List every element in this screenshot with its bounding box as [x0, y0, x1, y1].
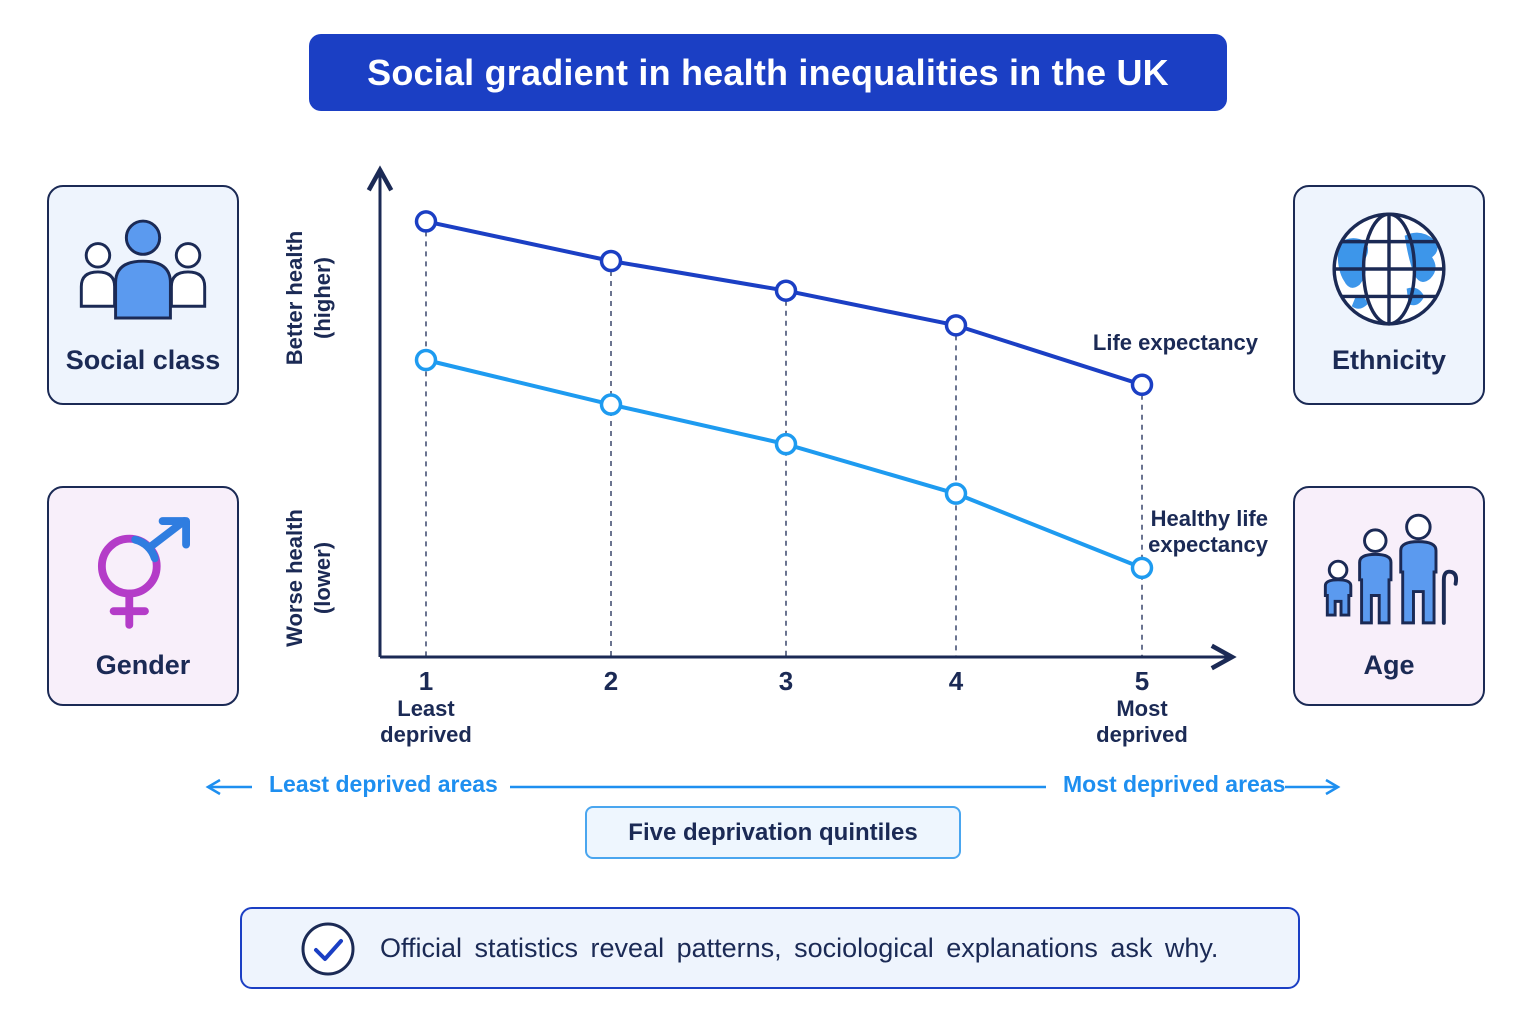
y-axis-label-line: Better health: [282, 231, 307, 365]
series-label-healthy-life-expectancy: expectancy: [1148, 532, 1269, 557]
factor-label-ethnicity: Ethnicity: [1331, 345, 1446, 375]
grid-lines: [425, 221, 1143, 657]
y-axis-label-line: Worse health: [282, 509, 307, 647]
data-point: [599, 249, 623, 273]
tick-sublabel: deprived: [380, 722, 472, 747]
y-axis-label-line: (higher): [310, 257, 335, 339]
data-point: [414, 348, 438, 372]
data-point: [1130, 373, 1154, 396]
factor-label-social-class: Social class: [65, 345, 221, 375]
most-deprived-areas-label: Most deprived areas: [1063, 771, 1286, 797]
y-axis-label-better-health: Better health (higher): [282, 231, 335, 365]
conclusion-text: Official statistics reveal patterns, soc…: [380, 933, 1219, 963]
factor-label-gender: Gender: [95, 650, 191, 680]
y-axis-label-line: (lower): [310, 542, 335, 614]
page-title: Social gradient in health inequalities i…: [309, 34, 1227, 111]
tick-label: 3: [779, 666, 793, 696]
factor-card-ethnicity: Ethnicity: [1293, 185, 1485, 405]
tick-sublabel: Least: [397, 696, 455, 721]
y-axis-label-worse-health: Worse health (lower): [282, 509, 335, 647]
quintiles-caption: Five deprivation quintiles: [585, 806, 961, 859]
checkmark-circle-icon: [301, 922, 355, 976]
age-generations-icon: [1323, 513, 1459, 625]
series-line-1: [425, 219, 1143, 387]
series-layer: [414, 210, 1154, 580]
tick-label: 2: [604, 666, 618, 696]
tick-label: 5: [1135, 666, 1149, 696]
factor-label-age: Age: [1363, 650, 1415, 680]
data-point: [599, 393, 623, 416]
tick-label: 1: [419, 666, 433, 696]
people-group-icon: [79, 219, 207, 320]
data-point: [1130, 556, 1154, 580]
series-label-life-expectancy: Life expectancy: [1093, 330, 1259, 355]
data-point: [774, 432, 798, 456]
factor-card-social-class: Social class: [47, 185, 239, 405]
factor-card-age: Age: [1293, 486, 1485, 706]
tick-label: 4: [949, 666, 964, 696]
data-point: [414, 210, 438, 233]
series-line-2: [425, 358, 1143, 570]
conclusion-banner: Official statistics reveal patterns, soc…: [240, 907, 1300, 989]
data-point: [944, 314, 968, 337]
deprivation-arrow-line: [205, 778, 1341, 796]
data-point: [774, 279, 798, 302]
factor-card-gender: Gender: [47, 486, 239, 706]
globe-icon: [1332, 212, 1446, 326]
series-label-healthy-life-expectancy: Healthy life: [1151, 506, 1268, 531]
data-point: [944, 482, 968, 505]
least-deprived-areas-label: Least deprived areas: [269, 771, 498, 797]
gender-symbol-icon: [97, 517, 190, 629]
tick-sublabel: Most: [1116, 696, 1168, 721]
tick-sublabel: deprived: [1096, 722, 1188, 747]
